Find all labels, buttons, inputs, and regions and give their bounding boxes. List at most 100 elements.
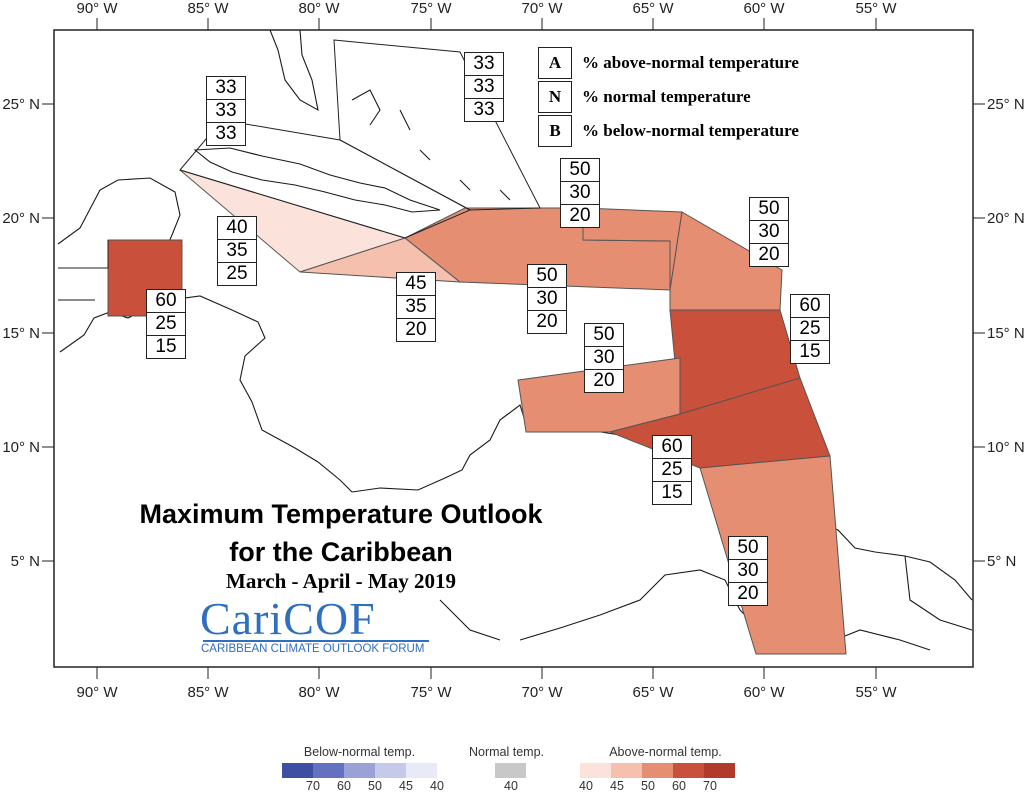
swatch (611, 763, 642, 778)
colorbar-label: 40 (430, 779, 444, 793)
below-value: 25 (226, 263, 248, 284)
above-value: 50 (528, 265, 566, 288)
prob-box-belize: 60 25 15 (146, 289, 186, 359)
swatch (282, 763, 313, 778)
colorbar-label: 70 (306, 779, 320, 793)
legend-row-normal: N % normal temperature (538, 80, 799, 114)
normal-value: 35 (397, 296, 435, 319)
lat-label: 25° N (2, 96, 40, 113)
below-value: 20 (593, 370, 615, 391)
normal-value: 30 (729, 560, 767, 583)
lat-label: 15° N (2, 325, 40, 342)
lon-label: 75° W (410, 684, 452, 701)
below-value: 20 (737, 583, 759, 604)
lon-labels-top: 90° W 85° W 80° W 75° W 70° W 65° W 60° … (76, 0, 897, 17)
lon-label: 60° W (743, 684, 785, 701)
prob-box-cuba-northwest: 33 33 33 (206, 76, 246, 146)
swatch (344, 763, 375, 778)
prob-box-jamaica: 45 35 20 (396, 272, 436, 342)
colorbar-swatches (580, 763, 735, 778)
normal-value: 25 (653, 459, 691, 482)
legend-text: % normal temperature (582, 87, 751, 106)
below-value: 20 (536, 311, 558, 332)
prob-box-hispaniola: 50 30 20 (560, 158, 600, 228)
logo-tagline: CARIBBEAN CLIMATE OUTLOOK FORUM (201, 643, 425, 655)
above-value: 60 (147, 290, 185, 313)
below-value: 15 (799, 341, 821, 362)
normal-value: 35 (218, 240, 256, 263)
lon-labels-bottom: 90° W 85° W 80° W 75° W 70° W 65° W 60° … (76, 684, 897, 701)
lon-label: 90° W (76, 684, 118, 701)
swatch (704, 763, 735, 778)
swatch (375, 763, 406, 778)
above-value: 50 (561, 159, 599, 182)
lon-label: 70° W (521, 0, 563, 17)
prob-box-bahamas: 33 33 33 (464, 52, 504, 122)
colorbar-title: Above-normal temp. (609, 745, 722, 759)
lat-labels-right: 25° N 20° N 15° N 10° N 5° N (987, 96, 1025, 570)
prob-box-guianas: 50 30 20 (728, 536, 768, 606)
lat-label: 10° N (987, 439, 1025, 456)
legend-row-above: A % above-normal temperature (538, 46, 799, 80)
prob-box-trinidad: 60 25 15 (652, 435, 692, 505)
colorbar-title: Below-normal temp. (303, 745, 416, 759)
colorbar-swatches (282, 763, 437, 778)
normal-value: 30 (750, 221, 788, 244)
region-puerto-rico (582, 207, 683, 291)
lon-label: 65° W (632, 684, 674, 701)
normal-value: 33 (207, 100, 245, 123)
lon-label: 80° W (298, 0, 340, 17)
normal-value: 30 (528, 288, 566, 311)
caricof-logo: CariCOF (200, 593, 376, 644)
normal-value: 30 (585, 347, 623, 370)
below-value: 20 (758, 244, 780, 265)
lon-label: 80° W (298, 684, 340, 701)
lon-label: 65° W (632, 0, 674, 17)
swatch (313, 763, 344, 778)
colorbar-normal: Normal temp. 40 (469, 745, 544, 793)
lon-label: 55° W (855, 0, 897, 17)
colorbar-label: 45 (610, 779, 624, 793)
lat-labels-left: 25° N 20° N 15° N 10° N 5° N (2, 96, 40, 570)
colorbar-below: Below-normal temp. 70 60 50 45 40 (282, 745, 444, 793)
prob-box-leeward: 50 30 20 (749, 197, 789, 267)
legend-text: % above-normal temperature (582, 53, 799, 72)
lat-label: 25° N (987, 96, 1025, 113)
colorbar-label: 50 (368, 779, 382, 793)
logo-rule (203, 640, 429, 642)
colorbar-label: 60 (337, 779, 351, 793)
swatch (406, 763, 437, 778)
lon-label: 75° W (410, 0, 452, 17)
lat-label: 10° N (2, 439, 40, 456)
above-value: 50 (729, 537, 767, 560)
colorbar-label: 40 (579, 779, 593, 793)
swatch (580, 763, 611, 778)
legend-row-below: B % below-normal temperature (538, 114, 799, 148)
normal-value: 25 (147, 313, 185, 336)
region-border-line (58, 240, 109, 269)
lat-label: 15° N (987, 325, 1025, 342)
lat-label: 20° N (2, 210, 40, 227)
above-value: 40 (218, 217, 256, 240)
below-value: 33 (215, 123, 237, 144)
map-title: Maximum Temperature Outlook (139, 499, 543, 529)
above-value: 33 (465, 53, 503, 76)
graticule-ticks (42, 18, 985, 679)
colorbar-above: Above-normal temp. 40 45 50 60 70 (579, 745, 735, 793)
normal-value: 25 (791, 318, 829, 341)
swatch (495, 763, 526, 778)
prob-box-puerto-rico: 50 30 20 (527, 264, 567, 334)
lat-label: 5° N (987, 553, 1016, 570)
colorbar-label: 40 (504, 779, 518, 793)
legend-letter: N (538, 81, 572, 113)
below-value: 20 (405, 319, 427, 340)
region-bahamas (333, 39, 541, 211)
lon-label: 90° W (76, 0, 118, 17)
normal-value: 30 (561, 182, 599, 205)
above-value: 60 (653, 436, 691, 459)
colorbar-label: 60 (672, 779, 686, 793)
colorbar-label: 70 (703, 779, 717, 793)
lat-label: 5° N (11, 553, 40, 570)
colorbar-label: 45 (399, 779, 413, 793)
